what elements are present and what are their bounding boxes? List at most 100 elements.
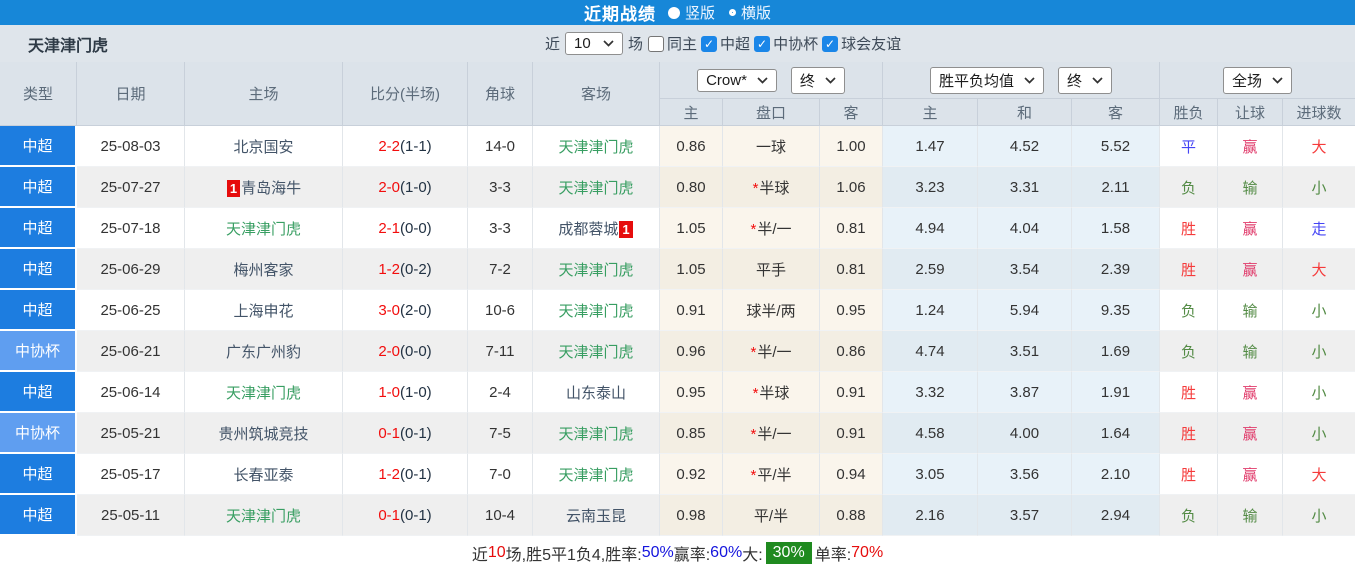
halftime-score: (0-0) — [400, 342, 432, 360]
team-name: 北京国安 — [233, 138, 294, 156]
match-date: 25-05-17 — [77, 454, 185, 495]
table-row: 中超 25-06-14 天津津门虎 1-0(1-0) 2-4 山东泰山 0.95… — [0, 372, 1355, 413]
away-team-cell: 天津津门虎 — [533, 126, 660, 167]
corner-score: 2-4 — [468, 372, 533, 413]
chevron-down-icon — [1092, 76, 1103, 84]
recent-count-select[interactable]: 10 — [565, 32, 624, 55]
table-row: 中超 25-08-03 北京国安 2-2(1-1) 14-0 天津津门虎 0.8… — [0, 126, 1355, 167]
subheader-avg-away: 客 — [1072, 99, 1161, 126]
home-team-cell: 天津津门虎 — [185, 372, 343, 413]
results-table: 类型 日期 主场 比分(半场) 角球 客场 Crow* 终 — [0, 62, 1355, 536]
avg-draw: 3.57 — [978, 495, 1073, 536]
table-row: 中超 25-05-11 天津津门虎 0-1(0-1) 10-4 云南玉昆 0.9… — [0, 495, 1355, 536]
result-goals: 大 — [1283, 249, 1355, 290]
team-name: 天津津门虎 — [558, 179, 634, 197]
select-value: 10 — [574, 35, 591, 52]
away-team-cell: 天津津门虎 — [533, 249, 660, 290]
bookmaker-select[interactable]: Crow* — [697, 68, 777, 92]
avg-away: 1.69 — [1072, 331, 1161, 372]
halftime-score: (1-0) — [400, 383, 432, 401]
odds-home: 1.05 — [660, 249, 723, 290]
filter-同主[interactable]: 同主 — [648, 33, 697, 54]
team-name: 云南玉昆 — [565, 507, 626, 525]
version-radio-横版[interactable]: 横版 — [729, 2, 771, 23]
match-date: 25-07-18 — [77, 208, 185, 249]
score-cell: 1-2(0-1) — [343, 454, 468, 495]
match-date: 25-06-29 — [77, 249, 185, 290]
result-goals: 大 — [1283, 126, 1355, 167]
summary-segment: 胜率: — [605, 547, 642, 564]
radio-label: 竖版 — [684, 5, 715, 22]
odds-home: 0.96 — [660, 331, 723, 372]
halftime-score: (0-0) — [400, 219, 432, 237]
filter-中协杯[interactable]: ✓ 中协杯 — [754, 33, 818, 54]
team-name: 长春亚泰 — [233, 466, 294, 484]
result-goals: 小 — [1283, 413, 1355, 454]
team-name: 梅州客家 — [233, 261, 294, 279]
halftime-score: (1-0) — [400, 178, 432, 196]
avg-draw: 3.56 — [978, 454, 1073, 495]
result-handicap: 赢 — [1218, 372, 1284, 413]
odds-handicap: *半/一 — [723, 413, 820, 454]
fulltime-score: 2-1 — [378, 219, 400, 237]
subheader-avg-home: 主 — [883, 99, 979, 126]
match-date: 25-06-14 — [77, 372, 185, 413]
summary-segment: 近 — [471, 547, 488, 564]
select-value: 终 — [1067, 72, 1083, 90]
score-cell: 0-1(0-1) — [343, 495, 468, 536]
filter-中超[interactable]: ✓ 中超 — [701, 33, 750, 54]
avg-away: 2.11 — [1072, 167, 1161, 208]
col-header-home: 主场 — [185, 62, 343, 126]
halftime-score: (2-0) — [400, 301, 432, 319]
radio-unselected-icon — [729, 9, 736, 16]
away-team-cell: 山东泰山 — [533, 372, 660, 413]
avg-home: 1.47 — [883, 126, 979, 167]
avg-metric-select[interactable]: 胜平负均值 — [930, 66, 1045, 94]
corner-score: 10-4 — [468, 495, 533, 536]
avg-away: 9.35 — [1072, 290, 1161, 331]
filter-球会友谊[interactable]: ✓ 球会友谊 — [822, 33, 901, 54]
team-name: 上海申花 — [233, 302, 294, 320]
team-name: 天津津门虎 — [558, 302, 634, 320]
table-row: 中超 25-05-17 长春亚泰 1-2(0-1) 7-0 天津津门虎 0.92… — [0, 454, 1355, 495]
subheader-odds-home: 主 — [660, 99, 723, 126]
odds-time-select[interactable]: 终 — [790, 66, 845, 94]
team-title: 天津津门虎 — [28, 37, 109, 55]
home-team-cell: 上海申花 — [185, 290, 343, 331]
match-type: 中协杯 — [0, 413, 77, 454]
avg-draw: 4.00 — [978, 413, 1073, 454]
home-team-cell: 广东广州豹 — [185, 331, 343, 372]
table-row: 中超 25-07-27 1 青岛海牛 2-0(1-0) 3-3 天津津门虎 0.8… — [0, 167, 1355, 208]
home-team-cell: 长春亚泰 — [185, 454, 343, 495]
match-date: 25-05-11 — [77, 495, 185, 536]
avg-group-header: 胜平负均值 终 — [883, 62, 1161, 99]
handicap-star: * — [750, 425, 757, 443]
avg-draw: 3.87 — [978, 372, 1073, 413]
result-goals: 小 — [1283, 495, 1355, 536]
radio-selected-icon — [667, 6, 680, 19]
avg-draw: 4.52 — [978, 126, 1073, 167]
result-wdl: 胜 — [1160, 372, 1219, 413]
avg-away: 2.94 — [1072, 495, 1161, 536]
odds-handicap: *半球 — [723, 372, 820, 413]
corner-score: 3-3 — [468, 167, 533, 208]
table-row: 中协杯 25-05-21 贵州筑城竞技 0-1(0-1) 7-5 天津津门虎 0… — [0, 413, 1355, 454]
match-type: 中超 — [0, 126, 77, 167]
odds-handicap: 球半/两 — [723, 290, 820, 331]
team-name: 天津津门虎 — [558, 343, 634, 361]
version-radio-竖版[interactable]: 竖版 — [667, 2, 715, 23]
avg-home: 3.23 — [883, 167, 979, 208]
team-name: 天津津门虎 — [558, 425, 634, 443]
avg-time-select[interactable]: 终 — [1058, 66, 1113, 94]
halftime-score: (0-1) — [400, 506, 432, 524]
corner-score: 7-0 — [468, 454, 533, 495]
avg-away: 2.10 — [1072, 454, 1161, 495]
col-header-type: 类型 — [0, 62, 77, 126]
team-name: 成都蓉城 — [558, 220, 619, 238]
team-name: 天津津门虎 — [558, 261, 634, 279]
chevron-down-icon — [1272, 76, 1283, 84]
away-team-cell: 天津津门虎 — [533, 413, 660, 454]
scope-select[interactable]: 全场 — [1223, 66, 1293, 94]
result-wdl: 负 — [1160, 495, 1219, 536]
result-wdl: 胜 — [1160, 413, 1219, 454]
